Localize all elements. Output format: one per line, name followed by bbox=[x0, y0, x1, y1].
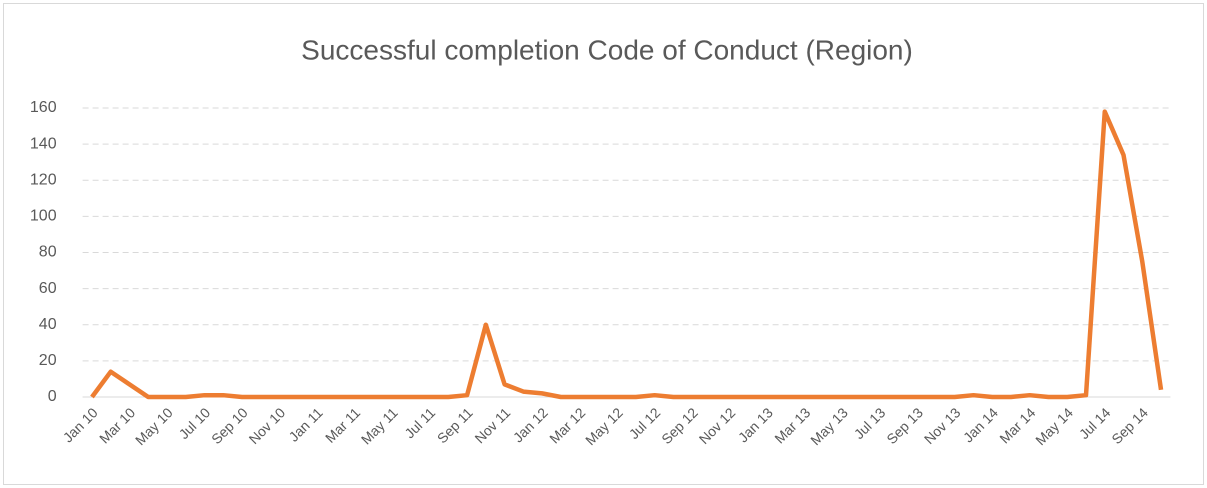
y-tick-label: 40 bbox=[39, 316, 57, 333]
y-tick-label: 0 bbox=[48, 388, 57, 405]
y-tick-label: 60 bbox=[39, 280, 57, 297]
y-tick-label: 20 bbox=[39, 352, 57, 369]
y-tick-label: 160 bbox=[30, 99, 57, 116]
line-series bbox=[90, 109, 1164, 400]
y-tick-label: 140 bbox=[30, 135, 57, 152]
y-tick-label: 80 bbox=[39, 244, 57, 261]
y-tick-label: 120 bbox=[30, 171, 57, 188]
chart-title: Successful completion Code of Conduct (R… bbox=[301, 34, 913, 65]
y-tick-label: 100 bbox=[30, 208, 57, 225]
chart-frame bbox=[3, 3, 1204, 485]
